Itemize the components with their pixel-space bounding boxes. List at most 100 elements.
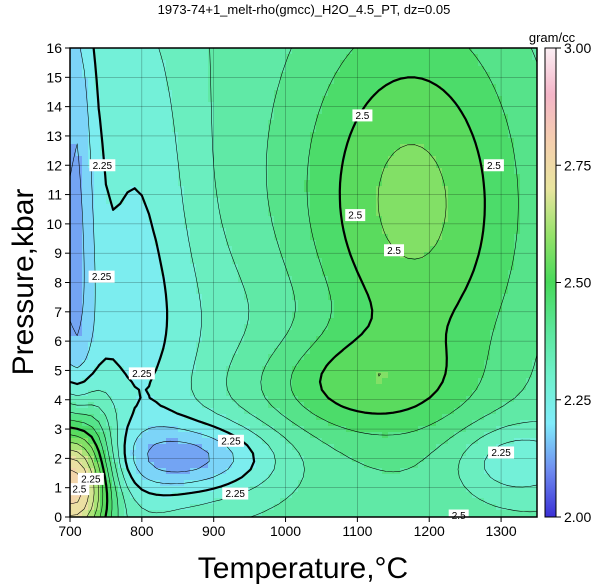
field-cell xyxy=(262,168,269,175)
field-cell xyxy=(76,276,83,283)
field-cell xyxy=(148,336,155,343)
field-cell xyxy=(310,396,317,403)
field-cell xyxy=(202,294,209,301)
field-cell xyxy=(424,240,431,247)
field-cell xyxy=(76,108,83,115)
field-cell xyxy=(82,150,89,157)
field-cell xyxy=(340,90,347,97)
field-cell xyxy=(382,414,389,421)
field-cell xyxy=(286,366,293,373)
field-cell xyxy=(400,468,407,475)
field-cell xyxy=(202,126,209,133)
field-cell xyxy=(424,408,431,415)
field-cell xyxy=(190,468,197,475)
field-cell xyxy=(430,492,437,499)
field-cell xyxy=(268,126,275,133)
field-cell xyxy=(334,360,341,367)
field-cell xyxy=(376,402,383,409)
field-cell xyxy=(358,480,365,487)
field-cell xyxy=(250,498,257,505)
field-cell xyxy=(394,144,401,151)
field-cell xyxy=(310,336,317,343)
field-cell xyxy=(82,72,89,79)
field-cell xyxy=(442,348,449,355)
field-cell xyxy=(388,492,395,499)
field-cell xyxy=(334,414,341,421)
field-cell xyxy=(364,204,371,211)
field-cell xyxy=(280,240,287,247)
field-cell xyxy=(124,300,131,307)
field-cell xyxy=(226,66,233,73)
field-cell xyxy=(106,450,113,457)
field-cell xyxy=(250,438,257,445)
field-cell xyxy=(346,222,353,229)
field-cell xyxy=(346,264,353,271)
field-cell xyxy=(118,300,125,307)
field-cell xyxy=(382,222,389,229)
field-cell xyxy=(286,408,293,415)
field-cell xyxy=(178,156,185,163)
field-cell xyxy=(298,318,305,325)
field-cell xyxy=(184,300,191,307)
field-cell xyxy=(388,420,395,427)
field-cell xyxy=(250,144,257,151)
field-cell xyxy=(274,240,281,247)
field-cell xyxy=(316,324,323,331)
field-cell xyxy=(124,240,131,247)
field-cell xyxy=(94,294,101,301)
field-cell xyxy=(286,276,293,283)
field-cell xyxy=(376,66,383,73)
field-cell xyxy=(346,372,353,379)
field-cell xyxy=(244,108,251,115)
field-cell xyxy=(82,126,89,133)
field-cell xyxy=(412,408,419,415)
field-cell xyxy=(76,348,83,355)
field-cell xyxy=(106,336,113,343)
field-cell xyxy=(310,108,317,115)
field-cell xyxy=(274,234,281,241)
field-cell xyxy=(142,90,149,97)
field-cell xyxy=(130,420,137,427)
field-cell xyxy=(214,510,221,517)
field-cell xyxy=(448,156,455,163)
field-cell xyxy=(112,120,119,127)
field-cell xyxy=(274,294,281,301)
field-cell xyxy=(370,486,377,493)
field-cell xyxy=(112,396,119,403)
field-cell xyxy=(310,324,317,331)
field-cell xyxy=(184,306,191,313)
field-cell xyxy=(292,234,299,241)
field-cell xyxy=(274,456,281,463)
field-cell xyxy=(346,366,353,373)
field-cell xyxy=(76,246,83,253)
field-cell xyxy=(274,402,281,409)
field-cell xyxy=(208,168,215,175)
field-cell xyxy=(202,168,209,175)
field-cell xyxy=(382,312,389,319)
field-cell xyxy=(190,126,197,133)
field-cell xyxy=(394,186,401,193)
field-cell xyxy=(166,372,173,379)
field-cell xyxy=(100,294,107,301)
field-cell xyxy=(106,84,113,91)
field-cell xyxy=(418,342,425,349)
field-cell xyxy=(328,54,335,61)
field-cell xyxy=(406,72,413,79)
field-cell xyxy=(112,420,119,427)
field-cell xyxy=(232,462,239,469)
field-cell xyxy=(232,342,239,349)
field-cell xyxy=(112,150,119,157)
field-cell xyxy=(394,228,401,235)
field-cell xyxy=(94,204,101,211)
field-cell xyxy=(70,462,77,469)
field-cell xyxy=(388,168,395,175)
field-cell xyxy=(160,330,167,337)
field-cell xyxy=(304,108,311,115)
field-cell xyxy=(202,186,209,193)
field-cell xyxy=(208,318,215,325)
field-cell xyxy=(316,486,323,493)
field-cell xyxy=(430,318,437,325)
field-cell xyxy=(436,306,443,313)
field-cell xyxy=(334,408,341,415)
field-cell xyxy=(286,180,293,187)
